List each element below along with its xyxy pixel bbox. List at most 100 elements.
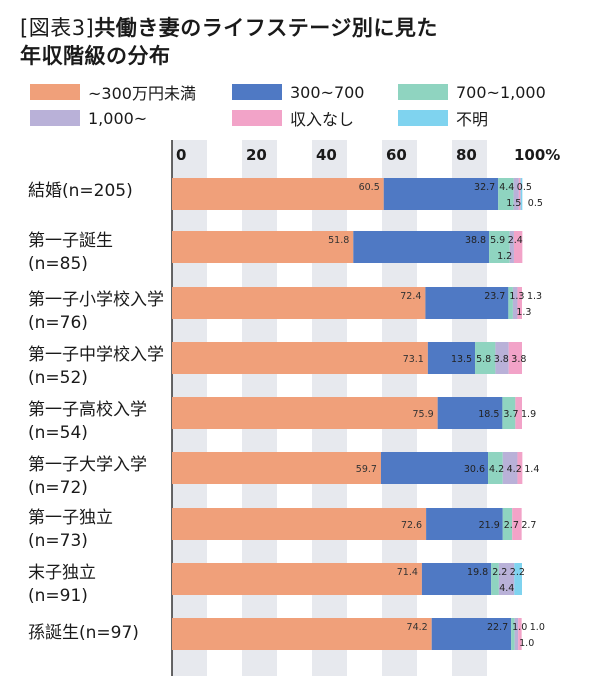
bar-segment (172, 231, 354, 263)
bar-segment (502, 508, 513, 540)
figure-number: [図表3] (20, 16, 95, 40)
category-label: 孫誕生(n=97) (28, 622, 139, 645)
category-label-line: 第一子小学校入学 (28, 290, 164, 310)
legend-label: 300~700 (290, 82, 365, 102)
bar-segment (518, 618, 522, 650)
data-label: 13.5 (451, 354, 472, 365)
category-label-line: (n=54) (28, 423, 88, 443)
data-label: 5.9 (490, 235, 505, 246)
category-label-line: (n=52) (28, 368, 88, 388)
data-label: 2.7 (521, 520, 536, 531)
data-label: 1.0 (519, 638, 534, 649)
category-label: 第一子高校入学 (n=54) (28, 399, 147, 445)
legend-item: 収入なし (232, 108, 354, 129)
data-label: 72.6 (401, 520, 422, 531)
data-label: 32.7 (474, 182, 495, 193)
legend-item: 300~700 (232, 82, 364, 102)
x-tick-label: 40 (316, 146, 337, 164)
data-label: 22.7 (487, 622, 508, 633)
bar-segment (502, 397, 516, 429)
bar-segment (498, 563, 515, 595)
data-label: 1.4 (524, 464, 539, 475)
legend-swatch (398, 84, 448, 100)
x-tick-label: 80 (456, 146, 477, 164)
legend-item: ~300万円未満 (30, 82, 196, 103)
category-label-line: 第一子独立 (28, 508, 113, 528)
bar-segment (495, 342, 509, 374)
data-label: 73.1 (403, 354, 424, 365)
category-label: 結婚(n=205) (28, 180, 133, 203)
data-label: 4.2 (507, 464, 522, 475)
data-label: 38.8 (465, 235, 486, 246)
bar-segment (172, 397, 438, 429)
bar-segment (380, 452, 489, 484)
bar-segment (431, 618, 512, 650)
data-label: 1.3 (509, 291, 524, 302)
legend-label: ~300万円未満 (88, 84, 196, 103)
data-label: 1.5 (506, 198, 521, 209)
data-label: 18.5 (478, 409, 499, 420)
bar-segment (512, 508, 522, 540)
bar-segment (426, 508, 503, 540)
bar-segment (514, 563, 522, 595)
category-label: 第一子大学入学 (n=72) (28, 454, 147, 500)
data-label: 0.5 (517, 182, 532, 193)
data-label: 2.4 (508, 235, 523, 246)
data-label: 21.9 (479, 520, 500, 531)
bar-segment (172, 618, 432, 650)
data-label: 3.7 (503, 409, 518, 420)
bar-segment (511, 618, 515, 650)
data-label: 0.5 (528, 198, 543, 209)
data-label: 71.4 (397, 567, 418, 578)
bar-segment (513, 178, 519, 210)
data-label: 51.8 (328, 235, 349, 246)
bar-segment (172, 178, 384, 210)
bar-segment (508, 287, 513, 319)
data-label: 75.9 (412, 409, 433, 420)
bar-segment (425, 287, 509, 319)
bar-segment (517, 287, 522, 319)
legend-label: 不明 (456, 110, 489, 129)
category-label-line: (n=85) (28, 254, 88, 274)
category-label-line: 第一子中学校入学 (28, 345, 164, 365)
bar-segment (437, 397, 503, 429)
x-tick-label: 0 (176, 146, 186, 164)
bar-segment (509, 231, 514, 263)
legend-swatch (232, 84, 282, 100)
title-line-1: 共働き妻のライフステージ別に見た (94, 16, 438, 40)
data-label: 72.4 (400, 291, 421, 302)
bar-segment (383, 178, 499, 210)
bar-segment (498, 178, 514, 210)
data-label: 1.2 (497, 251, 512, 262)
data-label: 2.2 (492, 567, 507, 578)
bar-segment (172, 342, 428, 374)
legend-item: 不明 (398, 108, 489, 129)
data-label: 1.0 (512, 622, 527, 633)
data-label: 4.2 (489, 464, 504, 475)
x-tick-label: 20 (246, 146, 267, 164)
legend-label: 1,000~ (88, 108, 148, 128)
bar-segment (172, 508, 427, 540)
data-label: 3.8 (511, 354, 526, 365)
bar-segment (421, 563, 492, 595)
category-label: 第一子独立 (n=73) (28, 507, 113, 553)
bar-segment (512, 287, 518, 319)
bar-segment (515, 397, 522, 429)
bar-segment (514, 618, 519, 650)
bar-segment (489, 231, 510, 263)
x-tick-label: 60 (386, 146, 407, 164)
category-label: 末子独立 (n=91) (28, 562, 96, 608)
category-label: 第一子中学校入学 (n=52) (28, 344, 164, 390)
legend-label: 700~1,000 (456, 82, 546, 102)
category-label-line: 末子独立 (28, 563, 96, 583)
data-label: 23.7 (484, 291, 505, 302)
category-label-line: 第一子大学入学 (28, 455, 147, 475)
data-label: 60.5 (359, 182, 380, 193)
bar-segment (488, 452, 503, 484)
bar-segment (427, 342, 476, 374)
data-label: 3.8 (494, 354, 509, 365)
data-label: 1.9 (521, 409, 536, 420)
data-label: 1.3 (527, 291, 542, 302)
bar-segment (520, 178, 523, 210)
